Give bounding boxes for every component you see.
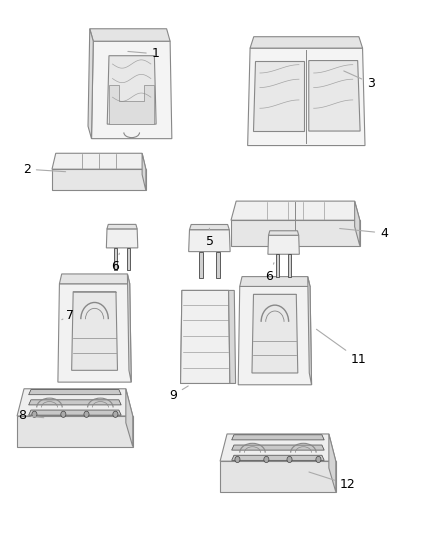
Polygon shape bbox=[17, 416, 133, 447]
Polygon shape bbox=[52, 154, 146, 169]
Text: 7: 7 bbox=[62, 309, 74, 322]
Text: 2: 2 bbox=[23, 163, 66, 176]
Text: 5: 5 bbox=[206, 228, 214, 248]
Polygon shape bbox=[109, 85, 154, 124]
Polygon shape bbox=[180, 290, 230, 383]
Polygon shape bbox=[28, 390, 121, 395]
Polygon shape bbox=[106, 229, 138, 248]
Text: 4: 4 bbox=[339, 227, 388, 239]
Polygon shape bbox=[232, 445, 324, 450]
Polygon shape bbox=[231, 201, 360, 220]
Polygon shape bbox=[231, 220, 360, 246]
Polygon shape bbox=[107, 56, 156, 124]
Polygon shape bbox=[92, 41, 172, 139]
Polygon shape bbox=[308, 277, 311, 385]
Text: 11: 11 bbox=[316, 329, 367, 366]
Polygon shape bbox=[58, 284, 131, 382]
Polygon shape bbox=[276, 254, 279, 277]
Polygon shape bbox=[90, 29, 170, 41]
Text: 6: 6 bbox=[265, 263, 274, 282]
Circle shape bbox=[235, 456, 240, 463]
Polygon shape bbox=[252, 294, 298, 373]
Polygon shape bbox=[238, 286, 311, 385]
Circle shape bbox=[316, 456, 321, 463]
Polygon shape bbox=[72, 292, 117, 370]
Polygon shape bbox=[199, 252, 203, 278]
Polygon shape bbox=[142, 154, 146, 190]
Polygon shape bbox=[232, 455, 324, 461]
Polygon shape bbox=[127, 248, 130, 270]
Polygon shape bbox=[250, 37, 363, 48]
Polygon shape bbox=[28, 400, 121, 405]
Text: 3: 3 bbox=[344, 71, 375, 90]
Polygon shape bbox=[229, 290, 236, 383]
Polygon shape bbox=[28, 410, 121, 415]
Polygon shape bbox=[253, 61, 304, 131]
Polygon shape bbox=[309, 61, 360, 131]
Polygon shape bbox=[190, 224, 230, 230]
Circle shape bbox=[84, 411, 89, 417]
Polygon shape bbox=[220, 434, 336, 461]
Polygon shape bbox=[127, 274, 131, 382]
Polygon shape bbox=[220, 461, 336, 492]
Polygon shape bbox=[355, 201, 360, 246]
Polygon shape bbox=[52, 169, 146, 190]
Polygon shape bbox=[329, 434, 336, 492]
Circle shape bbox=[264, 456, 269, 463]
Circle shape bbox=[113, 411, 118, 417]
Polygon shape bbox=[240, 277, 310, 286]
Polygon shape bbox=[268, 235, 299, 254]
Circle shape bbox=[61, 411, 66, 417]
Circle shape bbox=[287, 456, 292, 463]
Text: 8: 8 bbox=[18, 409, 44, 422]
Polygon shape bbox=[268, 231, 299, 235]
Circle shape bbox=[32, 411, 37, 417]
Polygon shape bbox=[107, 224, 137, 229]
Polygon shape bbox=[232, 435, 324, 440]
Text: 1: 1 bbox=[128, 47, 159, 60]
Polygon shape bbox=[88, 29, 93, 139]
Polygon shape bbox=[126, 389, 133, 447]
Text: 9: 9 bbox=[169, 386, 188, 402]
Polygon shape bbox=[60, 274, 130, 284]
Text: 12: 12 bbox=[309, 472, 356, 491]
Text: 6: 6 bbox=[111, 253, 120, 273]
Polygon shape bbox=[247, 48, 365, 146]
Polygon shape bbox=[17, 389, 133, 416]
Polygon shape bbox=[215, 252, 220, 278]
Polygon shape bbox=[180, 290, 230, 383]
Polygon shape bbox=[189, 230, 230, 252]
Polygon shape bbox=[114, 248, 117, 270]
Polygon shape bbox=[288, 254, 291, 277]
